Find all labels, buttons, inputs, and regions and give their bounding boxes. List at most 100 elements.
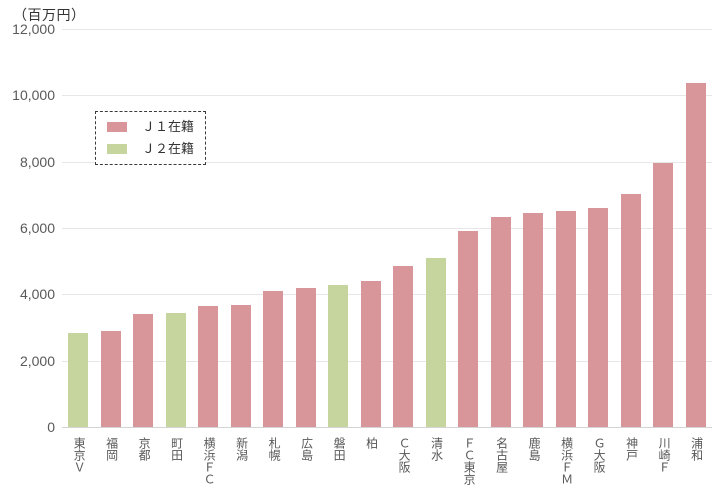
bar [263, 290, 284, 427]
x-axis-label: Ｃ大阪 [397, 437, 412, 473]
bar-slot [95, 29, 128, 427]
x-label-slot: 浦和 [680, 437, 713, 499]
x-label-slot: 名古屋 [485, 437, 518, 499]
bar-slot [257, 29, 290, 427]
x-axis-label: 町田 [169, 437, 184, 461]
bar-slot [420, 29, 453, 427]
gridline [62, 95, 712, 97]
x-label-slot: Ｇ大阪 [582, 437, 615, 499]
bar [685, 82, 706, 427]
y-tick-label: 10,000 [12, 87, 55, 104]
x-label-slot: 町田 [160, 437, 193, 499]
bar-slot [62, 29, 95, 427]
x-axis-label: 鹿島 [527, 437, 542, 461]
bar [523, 212, 544, 427]
x-axis-label: 東京Ｖ [72, 437, 87, 473]
bar-slot [517, 29, 550, 427]
bar-slot [680, 29, 713, 427]
bar-slot [290, 29, 323, 427]
bar [328, 285, 349, 427]
bar [653, 163, 674, 427]
x-label-slot: 神戸 [615, 437, 648, 499]
bar-slot [160, 29, 193, 427]
bar-slot [452, 29, 485, 427]
x-label-slot: 東京Ｖ [62, 437, 95, 499]
y-axis-unit-label: （百万円） [13, 7, 86, 23]
x-label-slot: 新潟 [225, 437, 258, 499]
y-axis: 0 2,000 4,000 6,000 8,000 10,000 12,000 [0, 0, 57, 500]
x-axis-label: 札幌 [267, 437, 282, 461]
x-axis-label: 川崎Ｆ [657, 437, 672, 473]
x-label-slot: 川崎Ｆ [647, 437, 680, 499]
bar-slot [647, 29, 680, 427]
bar [393, 265, 414, 427]
x-axis-label: 清水 [429, 437, 444, 461]
x-label-slot: 磐田 [322, 437, 355, 499]
x-axis-label: 浦和 [689, 437, 704, 461]
bar [100, 330, 121, 427]
y-tick-label: 4,000 [19, 286, 55, 303]
x-axis-label: ＦＣ東京 [462, 437, 477, 485]
x-axis-label: 京都 [137, 437, 152, 461]
legend-item-j1: Ｊ１在籍 [107, 120, 194, 134]
gridline [62, 360, 712, 362]
bar [230, 304, 251, 427]
x-axis-label: 磐田 [332, 437, 347, 461]
bar-slot [225, 29, 258, 427]
legend-label-j2: Ｊ２在籍 [142, 141, 195, 156]
bar-slot [550, 29, 583, 427]
bar [490, 217, 511, 427]
x-axis-label: 名古屋 [494, 437, 509, 473]
bar [555, 211, 576, 427]
plot-area: Ｊ１在籍 Ｊ２在籍 [62, 29, 712, 428]
x-axis-label: 横浜ＦＣ [202, 437, 217, 485]
legend-label-j1: Ｊ１在籍 [142, 119, 195, 134]
x-label-slot: Ｃ大阪 [387, 437, 420, 499]
gridline [62, 294, 712, 296]
x-label-slot: 柏 [355, 437, 388, 499]
bar [68, 332, 89, 427]
y-tick-label: 0 [47, 419, 55, 435]
x-axis-label: 横浜ＦＭ [559, 437, 574, 485]
x-axis-label: 福岡 [104, 437, 119, 461]
bar [588, 208, 609, 427]
x-axis-label: 神戸 [624, 437, 639, 461]
bar [458, 231, 479, 427]
bar-slot [322, 29, 355, 427]
y-tick-label: 6,000 [19, 220, 55, 236]
bar [198, 306, 219, 427]
x-label-slot: ＦＣ東京 [452, 437, 485, 499]
bar-slot [582, 29, 615, 427]
bar [133, 313, 154, 427]
x-axis-label: 柏 [364, 437, 379, 449]
legend: Ｊ１在籍 Ｊ２在籍 [95, 111, 207, 165]
gridline [62, 228, 712, 229]
x-label-slot: 京都 [127, 437, 160, 499]
bar-slot [192, 29, 225, 427]
y-tick-label: 2,000 [19, 352, 55, 369]
y-tick-label: 12,000 [12, 21, 55, 37]
x-label-slot: 横浜ＦＭ [550, 437, 583, 499]
bar-slot [485, 29, 518, 427]
bars [62, 29, 712, 427]
bar-slot [355, 29, 388, 427]
x-axis-label: Ｇ大阪 [592, 437, 607, 473]
x-axis-label: 新潟 [234, 437, 249, 461]
gridline [62, 29, 712, 30]
x-label-slot: 福岡 [95, 437, 128, 499]
legend-swatch-j2 [107, 144, 127, 154]
x-label-slot: 札幌 [257, 437, 290, 499]
x-axis: 東京Ｖ 福岡 京都 町田 横浜ＦＣ 新潟 札幌 広島 磐田 柏 Ｃ大阪 清水 ＦＣ東京 名古屋 鹿島 横浜ＦＭ… [62, 437, 712, 499]
bar [425, 257, 446, 427]
y-tick-label: 8,000 [19, 153, 55, 170]
x-label-slot: 清水 [420, 437, 453, 499]
x-label-slot: 鹿島 [517, 437, 550, 499]
bar [360, 280, 381, 427]
gridline [62, 161, 712, 163]
x-label-slot: 広島 [290, 437, 323, 499]
bar [295, 288, 316, 427]
bar [165, 312, 186, 427]
bar-slot [387, 29, 420, 427]
legend-item-j2: Ｊ２在籍 [107, 142, 194, 156]
